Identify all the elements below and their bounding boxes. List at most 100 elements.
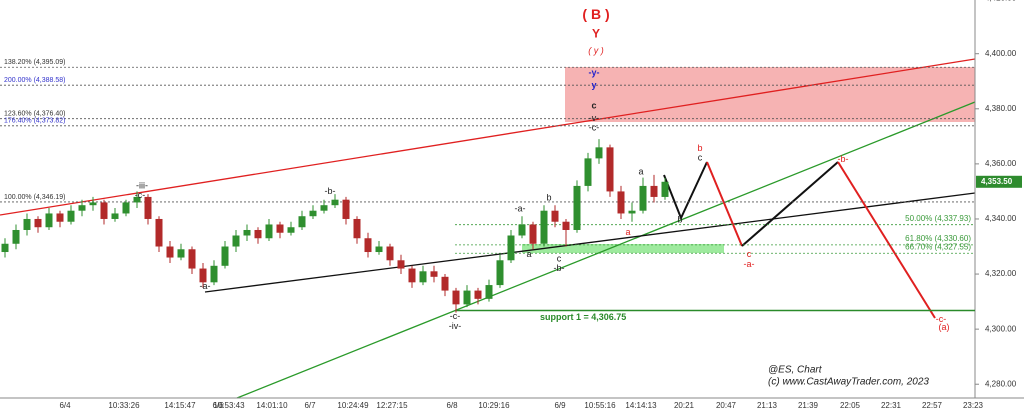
candle-body [628,210,636,214]
candle-body [276,224,284,233]
wave-label: y [591,80,596,90]
wave-label: c [591,100,596,110]
target-zone [565,67,975,122]
projection-path [741,161,839,247]
rising-trend-line [236,101,976,399]
y-tick-label: 4,360.00 [985,159,1017,168]
wave-label: -a- [515,204,526,214]
x-tick-label: 22:57 [922,401,943,410]
candle-body [562,221,570,230]
candle-body [463,290,471,305]
y-tick-label: 4,320.00 [985,269,1017,278]
candle-body [518,224,526,236]
candle-body [474,290,482,299]
candle-body [639,185,647,211]
support-label: support 1 = 4,306.75 [540,312,626,322]
candle-body [265,224,273,239]
wave-label: -c- [936,314,947,324]
last-price-box [976,175,1022,188]
candle-body [485,285,493,299]
candle-body [243,229,251,236]
candle-body [12,229,20,244]
candle-body [573,185,581,230]
retracement-label: 66.70% (4,327.55) [905,242,971,251]
candle-body [298,216,306,228]
candle-body [540,210,548,244]
lower-trend-line [204,192,976,293]
wave-label: Y [592,27,600,41]
x-tick-label: 6/7 [304,401,316,410]
x-tick-label: 21:39 [798,401,819,410]
x-tick-label: 10:29:16 [478,401,510,410]
wave-label: -b- [838,154,849,164]
wave-label: -c- [135,190,146,200]
fib-level-label: 138.20% (4,395.09) [4,59,66,66]
x-tick-label: 10:24:49 [337,401,369,410]
candle-body [397,260,405,269]
candle-body [56,213,64,222]
y-tick-label: 4,300.00 [985,324,1017,333]
projection-path [837,161,936,319]
x-tick-label: 14:01:10 [256,401,288,410]
x-tick-label: 10:33:26 [108,401,140,410]
candle-body [353,218,361,239]
candle-body [595,147,603,159]
candle-body [221,246,229,266]
fib-level-label: 100.00% (4,346.19) [4,194,66,201]
candle-body [441,276,449,291]
retracement-label: 61.80% (4,330.60) [905,234,971,243]
candle-body [144,196,152,219]
x-tick-label: 12:27:15 [376,401,408,410]
wave-label: -c- [589,122,600,132]
candle-body [34,218,42,228]
candle-body [496,260,504,286]
candle-body [45,213,53,228]
wave-label: b [546,193,551,203]
x-tick-label: 14:14:13 [625,401,657,410]
last-price-label: 4,353.50 [981,177,1013,186]
wave-label: c [698,153,703,163]
wave-label: -b- [325,186,336,196]
x-tick-label: 23:23 [963,401,984,410]
projection-path [706,161,743,247]
wave-label: -a- [200,281,211,291]
wave-label: c [747,249,752,259]
x-tick-label: 14:15:47 [164,401,196,410]
candle-body [23,218,31,230]
x-tick-label: 6/4 [59,401,71,410]
candle-body [111,213,119,219]
candle-body [430,271,438,277]
candle-body [100,202,108,219]
wave-label: -iv- [449,321,462,331]
plot-area [0,0,975,398]
fib-level-label: 123.60% (4,376.40) [4,111,66,118]
wave-label: ( B ) [582,6,609,22]
wave-label: -v- [589,113,600,123]
x-tick-label: 6/6 [212,401,224,410]
candle-body [386,246,394,261]
wave-label: -iii- [136,180,148,190]
x-tick-label: 6/9 [554,401,566,410]
candle-body [177,249,185,258]
candle-body [650,185,658,197]
wave-label: -y- [589,67,600,77]
x-tick-label: 21:13 [757,401,778,410]
candle-body [375,246,383,253]
y-tick-label: 4,340.00 [985,214,1017,223]
wave-label: ( y ) [588,45,604,55]
wave-label: -c- [450,311,461,321]
x-tick-label: 6/8 [446,401,458,410]
x-tick-label: 22:31 [881,401,902,410]
wave-label: -b- [554,263,565,273]
projection-path [663,161,708,221]
candle-body [166,246,174,258]
candle-body [89,202,97,206]
wave-label: b [697,143,702,153]
candle-body [584,158,592,186]
footer-text: (c) www.CastAwayTrader.com, 2023 [768,377,929,388]
x-tick-label: 22:05 [840,401,861,410]
candle-body [1,243,9,253]
candle-body [188,249,196,269]
wave-label: a [638,167,643,177]
